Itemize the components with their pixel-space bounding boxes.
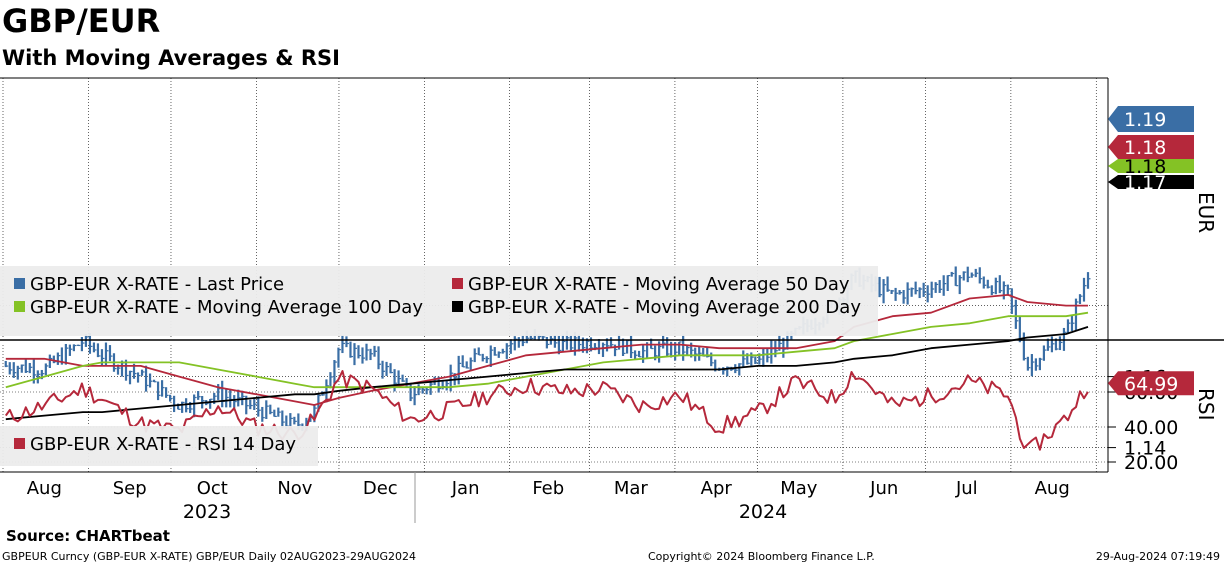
footer-timestamp: 29-Aug-2024 07:19:49 bbox=[1095, 550, 1220, 563]
rsi-axis-tick-label: 20.00 bbox=[1124, 452, 1178, 474]
source-note: Source: CHARTbeat bbox=[6, 527, 170, 545]
last-price-tag-label: 1.19 bbox=[1124, 109, 1166, 131]
ma50-tag bbox=[1108, 135, 1194, 159]
rsi-axis-title: RSI bbox=[1194, 388, 1218, 421]
ma200-tag-label: 1.17 bbox=[1124, 172, 1166, 194]
month-tick-label: Mar bbox=[614, 478, 649, 499]
month-tick-label: Aug bbox=[1035, 478, 1070, 499]
legend-swatch bbox=[14, 301, 25, 312]
main-legend-box bbox=[0, 266, 878, 336]
legend-label: GBP-EUR X-RATE - Last Price bbox=[30, 274, 284, 295]
year-tick-label: 2024 bbox=[739, 501, 787, 523]
month-tick-label: Jun bbox=[869, 478, 898, 499]
ma50-tag-label: 1.18 bbox=[1124, 137, 1166, 159]
footer-copyright: Copyright© 2024 Bloomberg Finance L.P. bbox=[648, 550, 875, 563]
legend-swatch bbox=[452, 301, 463, 312]
chart-title: GBP/EUR bbox=[2, 2, 161, 40]
ma100-tag bbox=[1108, 159, 1194, 173]
rsi-last-tag-label: 64.99 bbox=[1124, 373, 1178, 395]
ma50-line bbox=[5, 293, 1088, 406]
legend-label: GBP-EUR X-RATE - Moving Average 50 Day bbox=[468, 274, 850, 295]
rsi-legend-box bbox=[0, 426, 318, 466]
month-tick-label: Dec bbox=[363, 478, 398, 499]
month-tick-label: May bbox=[780, 478, 818, 499]
legend-label: GBP-EUR X-RATE - Moving Average 100 Day bbox=[30, 297, 423, 318]
month-tick-label: Sep bbox=[113, 478, 147, 499]
legend-label: GBP-EUR X-RATE - Moving Average 200 Day bbox=[468, 297, 861, 318]
month-tick-label: Feb bbox=[532, 478, 564, 499]
month-tick-label: Jul bbox=[955, 478, 978, 499]
legend-label: GBP-EUR X-RATE - RSI 14 Day bbox=[30, 434, 296, 455]
legend-swatch bbox=[452, 278, 463, 289]
month-tick-label: Nov bbox=[277, 478, 312, 499]
ma200-line bbox=[5, 326, 1089, 421]
ma100-line bbox=[5, 311, 1089, 389]
ma100-tag-label: 1.18 bbox=[1124, 156, 1166, 178]
year-tick-label: 2023 bbox=[183, 501, 231, 523]
ma200-tag bbox=[1108, 175, 1194, 189]
month-tick-label: Oct bbox=[197, 478, 228, 499]
footer-ticker-info: GBPEUR Curncy (GBP-EUR X-RATE) GBP/EUR D… bbox=[2, 550, 417, 563]
month-tick-label: Apr bbox=[701, 478, 733, 499]
month-tick-label: Jan bbox=[451, 478, 480, 499]
price-axis-tick-label: 1.14 bbox=[1124, 438, 1166, 460]
price-axis-title: EUR bbox=[1194, 192, 1218, 233]
rsi-last-tag bbox=[1108, 371, 1194, 396]
rsi-line bbox=[4, 370, 1089, 451]
month-tick-label: Aug bbox=[27, 478, 62, 499]
legend-swatch bbox=[14, 438, 25, 449]
legend-swatch bbox=[14, 278, 25, 289]
chart-subtitle: With Moving Averages & RSI bbox=[2, 46, 340, 70]
last-price-tag bbox=[1108, 106, 1194, 132]
rsi-axis-tick-label: 40.00 bbox=[1124, 417, 1178, 439]
